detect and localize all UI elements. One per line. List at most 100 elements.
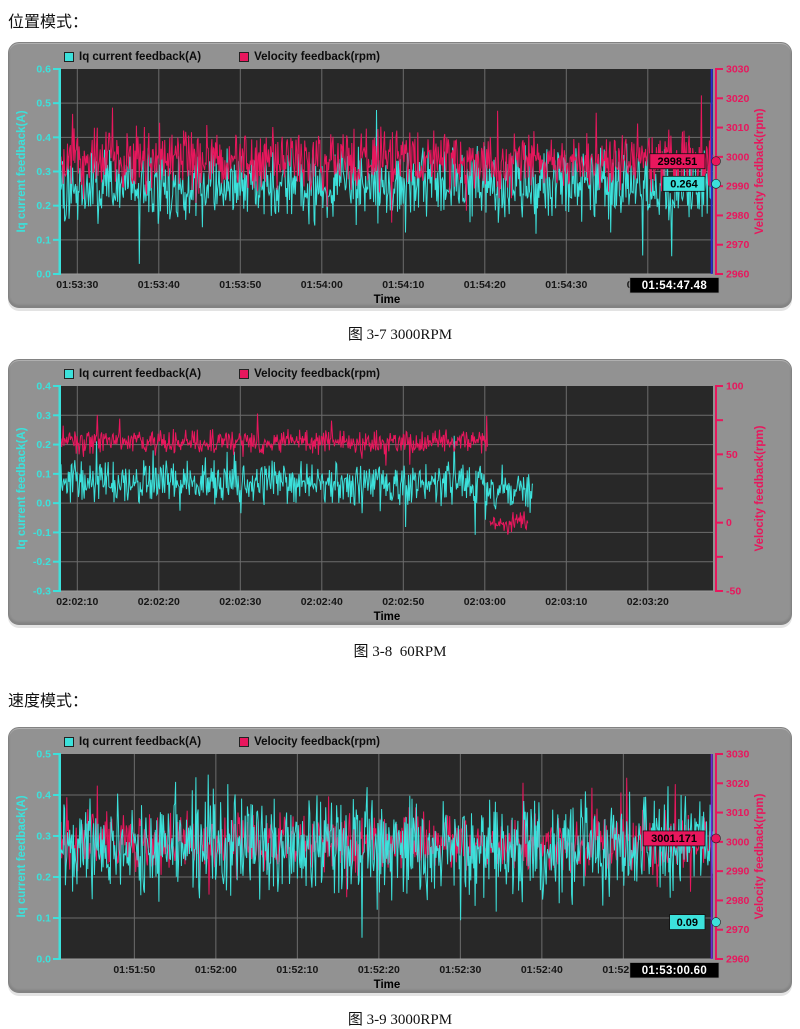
legend-item-current: Iq current feedback(A) xyxy=(64,368,201,380)
svg-text:01:52:20: 01:52:20 xyxy=(358,964,400,976)
svg-text:0.3: 0.3 xyxy=(36,831,51,843)
figure-3-9: Iq current feedback(A) Velocity feedback… xyxy=(8,727,792,1029)
svg-text:01:54:47.48: 01:54:47.48 xyxy=(642,280,708,292)
svg-text:0.2: 0.2 xyxy=(36,872,51,884)
svg-text:2980: 2980 xyxy=(726,210,750,222)
svg-text:2990: 2990 xyxy=(726,181,750,193)
scope-panel-2: Iq current feedback(A) Velocity feedback… xyxy=(8,359,792,625)
svg-text:0.5: 0.5 xyxy=(36,749,51,761)
svg-text:0.4: 0.4 xyxy=(36,132,51,144)
current-series-swatch-icon xyxy=(64,369,74,379)
svg-text:02:02:40: 02:02:40 xyxy=(301,596,343,608)
velocity-series-swatch-icon xyxy=(239,737,250,747)
svg-text:3010: 3010 xyxy=(726,122,750,134)
svg-text:01:51:50: 01:51:50 xyxy=(113,964,155,976)
svg-text:2980: 2980 xyxy=(726,895,750,907)
svg-text:0: 0 xyxy=(726,517,732,529)
svg-text:0.09: 0.09 xyxy=(677,917,698,929)
chart-canvas-1: 0.6 0.5 0.4 0.3 0.2 0.1 0.0 3030 3020 3010 3000 299… xyxy=(16,64,766,307)
section-label-speed-mode: 速度模式： xyxy=(8,693,89,710)
svg-text:3020: 3020 xyxy=(726,93,750,105)
legend-2: Iq current feedback(A) Velocity feedback… xyxy=(64,368,380,380)
svg-text:02:02:50: 02:02:50 xyxy=(382,596,424,608)
svg-text:01:52:00: 01:52:00 xyxy=(195,964,237,976)
legend-1: Iq current feedback(A) Velocity feedback… xyxy=(64,51,380,63)
svg-text:3030: 3030 xyxy=(726,749,750,761)
svg-text:3010: 3010 xyxy=(726,807,750,819)
svg-text:Iq current feedback(A): Iq current feedback(A) xyxy=(16,427,28,549)
svg-text:Time: Time xyxy=(374,611,401,623)
svg-text:3000: 3000 xyxy=(726,151,750,163)
svg-text:3000: 3000 xyxy=(726,836,750,848)
svg-text:0.0: 0.0 xyxy=(36,269,51,281)
svg-text:3030: 3030 xyxy=(726,64,750,76)
svg-text:0.3: 0.3 xyxy=(36,166,51,178)
legend-label-velocity: Velocity feedback(rpm) xyxy=(254,368,380,380)
svg-text:3001.171: 3001.171 xyxy=(651,833,697,845)
svg-text:3020: 3020 xyxy=(726,778,750,790)
svg-text:-0.2: -0.2 xyxy=(33,556,51,568)
svg-text:-50: -50 xyxy=(726,586,741,598)
svg-text:Iq current feedback(A): Iq current feedback(A) xyxy=(16,110,28,232)
svg-text:Velocity feedback(rpm): Velocity feedback(rpm) xyxy=(754,793,766,919)
svg-text:01:53:50: 01:53:50 xyxy=(219,279,261,291)
legend-item-current: Iq current feedback(A) xyxy=(64,51,201,63)
svg-text:0.2: 0.2 xyxy=(36,439,51,451)
svg-text:01:53:30: 01:53:30 xyxy=(56,279,98,291)
svg-text:Iq current feedback(A): Iq current feedback(A) xyxy=(16,795,28,917)
svg-text:Time: Time xyxy=(374,294,401,306)
svg-text:100: 100 xyxy=(726,381,744,393)
svg-text:02:03:00: 02:03:00 xyxy=(464,596,506,608)
svg-text:01:54:20: 01:54:20 xyxy=(464,279,506,291)
legend-item-current: Iq current feedback(A) xyxy=(64,736,201,748)
svg-text:50: 50 xyxy=(726,449,738,461)
svg-text:01:53:40: 01:53:40 xyxy=(138,279,180,291)
svg-text:2970: 2970 xyxy=(726,239,750,251)
svg-text:2960: 2960 xyxy=(726,954,750,966)
svg-text:0.4: 0.4 xyxy=(36,381,51,393)
svg-text:0.3: 0.3 xyxy=(36,410,51,422)
svg-text:01:54:10: 01:54:10 xyxy=(382,279,424,291)
legend-item-velocity: Velocity feedback(rpm) xyxy=(239,51,380,63)
svg-text:-0.3: -0.3 xyxy=(33,586,51,598)
legend-label-velocity: Velocity feedback(rpm) xyxy=(254,736,380,748)
figure-3-7: Iq current feedback(A) Velocity feedback… xyxy=(8,42,792,344)
svg-text:-0.1: -0.1 xyxy=(33,527,51,539)
svg-text:0.1: 0.1 xyxy=(36,234,51,246)
chart-canvas-3: 0.5 0.4 0.3 0.2 0.1 0.0 3030 3020 3010 3000 2990 29… xyxy=(16,749,766,992)
scope-panel-3: Iq current feedback(A) Velocity feedback… xyxy=(8,727,792,993)
section-label-position-mode: 位置模式： xyxy=(8,14,89,31)
legend-item-velocity: Velocity feedback(rpm) xyxy=(239,736,380,748)
svg-text:01:54:00: 01:54:00 xyxy=(301,279,343,291)
svg-text:Velocity feedback(rpm): Velocity feedback(rpm) xyxy=(754,425,766,551)
svg-text:0.1: 0.1 xyxy=(36,913,51,925)
svg-text:2998.51: 2998.51 xyxy=(658,156,698,168)
svg-text:2990: 2990 xyxy=(726,866,750,878)
current-series-swatch-icon xyxy=(64,737,74,747)
svg-text:02:03:10: 02:03:10 xyxy=(545,596,587,608)
legend-label-current: Iq current feedback(A) xyxy=(79,368,202,380)
velocity-series-swatch-icon xyxy=(239,369,250,379)
svg-text:02:02:30: 02:02:30 xyxy=(219,596,261,608)
figure-3-8: Iq current feedback(A) Velocity feedback… xyxy=(8,359,792,661)
svg-text:2960: 2960 xyxy=(726,269,750,281)
svg-text:0.2: 0.2 xyxy=(36,200,51,212)
svg-text:0.4: 0.4 xyxy=(36,790,51,802)
svg-text:02:02:10: 02:02:10 xyxy=(56,596,98,608)
figure-caption-3-8: 图 3-8 60RPM xyxy=(353,644,447,660)
svg-text:02:03:20: 02:03:20 xyxy=(627,596,669,608)
svg-text:01:54:30: 01:54:30 xyxy=(545,279,587,291)
svg-text:01:52:40: 01:52:40 xyxy=(521,964,563,976)
svg-text:0.0: 0.0 xyxy=(36,498,51,510)
svg-text:2970: 2970 xyxy=(726,924,750,936)
legend-label-current: Iq current feedback(A) xyxy=(79,51,202,63)
svg-text:0.264: 0.264 xyxy=(670,179,698,191)
current-series-swatch-icon xyxy=(64,52,74,62)
figure-caption-3-9: 图 3-9 3000RPM xyxy=(347,1012,453,1028)
chart-canvas-2: 0.4 0.3 0.2 0.1 0.0 -0.1 -0.2 -0.3 100 50 0 -50 02:0… xyxy=(16,381,766,624)
figure-caption-3-7: 图 3-7 3000RPM xyxy=(347,327,453,343)
svg-text:0.1: 0.1 xyxy=(36,468,51,480)
svg-text:02:02:20: 02:02:20 xyxy=(138,596,180,608)
scope-panel-1: Iq current feedback(A) Velocity feedback… xyxy=(8,42,792,308)
